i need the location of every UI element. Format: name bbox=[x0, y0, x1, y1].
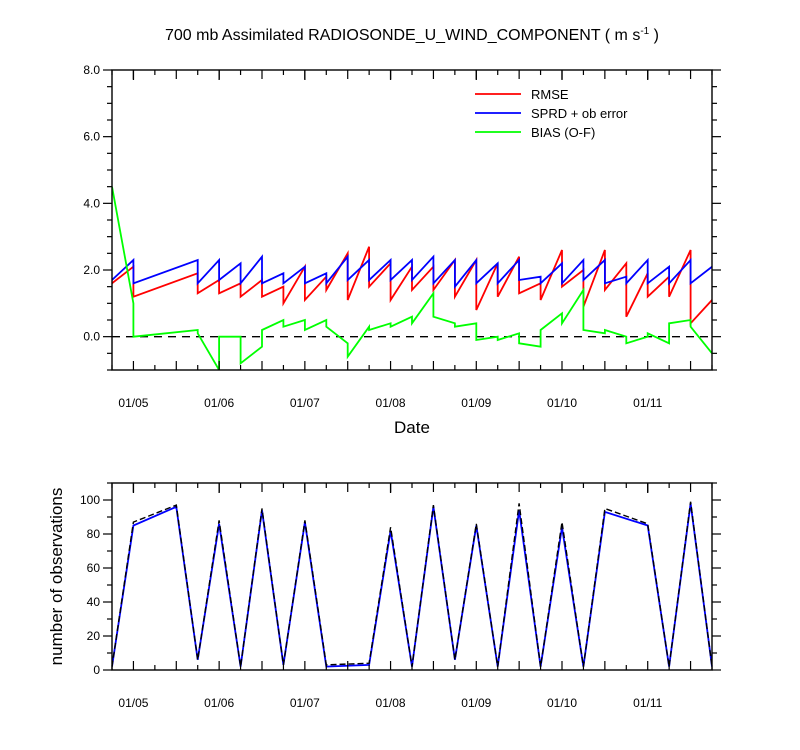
x-tick-label: 01/05 bbox=[118, 696, 148, 710]
y-tick-label: 80 bbox=[87, 527, 101, 541]
y-tick-label: 4.0 bbox=[83, 196, 100, 210]
x-tick-label: 01/07 bbox=[290, 696, 320, 710]
series-line-bias-o-f bbox=[112, 186, 712, 370]
y-tick-label: 0 bbox=[93, 663, 100, 677]
series-line-sprd-ob-error bbox=[112, 254, 712, 290]
x-tick-label: 01/05 bbox=[118, 396, 148, 410]
top-chart: 01/05 01/06 01/07 01/08 01/09 01/10 01/11 0.0 2.… bbox=[83, 63, 721, 437]
x-tick-label: 01/11 bbox=[633, 696, 662, 710]
x-tick-label: 01/11 bbox=[633, 396, 662, 410]
y-tick-label: 6.0 bbox=[83, 130, 100, 144]
x-tick-label: 01/06 bbox=[204, 696, 234, 710]
x-tick-label: 01/08 bbox=[376, 696, 406, 710]
series-group bbox=[112, 186, 712, 370]
x-tick-label: 01/08 bbox=[376, 396, 406, 410]
chart-title-superscript: -1 bbox=[640, 26, 649, 37]
plot-frame bbox=[111, 482, 713, 671]
chart-title-end: ) bbox=[649, 27, 659, 44]
y-tick-label: 40 bbox=[87, 595, 101, 609]
x-tick-label: 01/06 bbox=[204, 396, 234, 410]
x-tick-label: 01/09 bbox=[461, 396, 491, 410]
series-line-obs-possible bbox=[112, 501, 712, 667]
chart-title: 700 mb Assimilated RADIOSONDE_U_WIND_COM… bbox=[165, 26, 659, 44]
x-tick-label: 01/07 bbox=[290, 396, 320, 410]
y-tick-label: 0.0 bbox=[83, 330, 100, 344]
x-axis-label: Date bbox=[394, 418, 430, 437]
y-tick-label: 8.0 bbox=[83, 63, 100, 77]
y-tick-label: 60 bbox=[87, 561, 101, 575]
legend-label: RMSE bbox=[531, 87, 569, 102]
y-tick-label: 100 bbox=[80, 493, 100, 507]
y-tick-label: 2.0 bbox=[83, 263, 100, 277]
x-tick-label: 01/09 bbox=[461, 696, 491, 710]
chart-title-main: 700 mb Assimilated RADIOSONDE_U_WIND_COM… bbox=[165, 27, 640, 44]
y-tick-label: 20 bbox=[87, 629, 101, 643]
legend-label: SPRD + ob error bbox=[531, 106, 628, 121]
x-tick-label: 01/10 bbox=[547, 396, 577, 410]
x-tick-label: 01/10 bbox=[547, 696, 577, 710]
series-line-rmse bbox=[112, 246, 712, 326]
legend-label: BIAS (O-F) bbox=[531, 125, 595, 140]
series-line-obs-used bbox=[112, 503, 712, 668]
series-group bbox=[112, 501, 712, 668]
y-axis-label: number of observations bbox=[47, 488, 66, 666]
bottom-chart: 01/05 01/06 01/07 01/08 01/09 01/10 01/11 0 20 40… bbox=[47, 482, 721, 710]
